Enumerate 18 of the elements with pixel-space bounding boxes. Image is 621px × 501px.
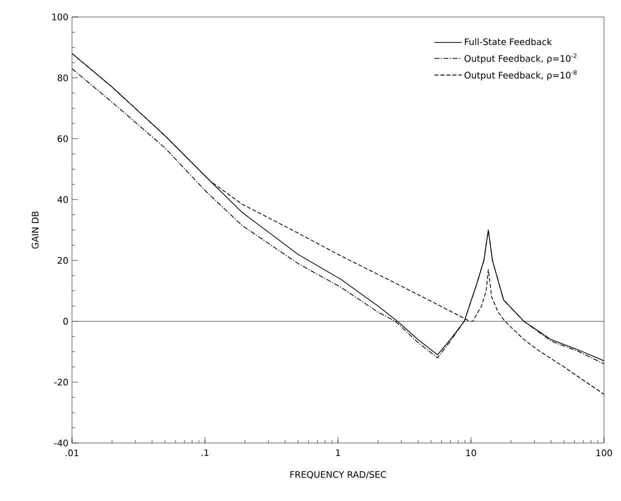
y-tick-label: 60 <box>58 135 68 142</box>
legend-label: Output Feedback, ρ=10$^{-8}$ <box>464 70 577 80</box>
y-axis-title: GAIN DB <box>32 211 39 249</box>
y-tick-label: 20 <box>58 257 68 264</box>
y-tick-label: 40 <box>58 196 68 203</box>
x-tick-label: .01 <box>66 450 78 456</box>
legend-label: Output Feedback, ρ=10$^{-2}$ <box>464 54 576 64</box>
y-tick-label: 80 <box>58 74 68 82</box>
x-tick-label: 1 <box>336 450 340 456</box>
y-tick-label: -20 <box>54 378 68 386</box>
y-tick-label: -40 <box>54 440 68 446</box>
x-tick-label: 100 <box>596 450 612 456</box>
x-tick-label: 10 <box>466 450 476 456</box>
x-axis-title: FREQUENCY RAD/SEC <box>290 471 386 479</box>
x-tick-label: .1 <box>202 450 208 456</box>
y-tick-label: 100 <box>52 14 68 20</box>
y-tick-label: 0 <box>63 318 68 325</box>
legend-label: Full-State Feedback <box>464 38 552 46</box>
